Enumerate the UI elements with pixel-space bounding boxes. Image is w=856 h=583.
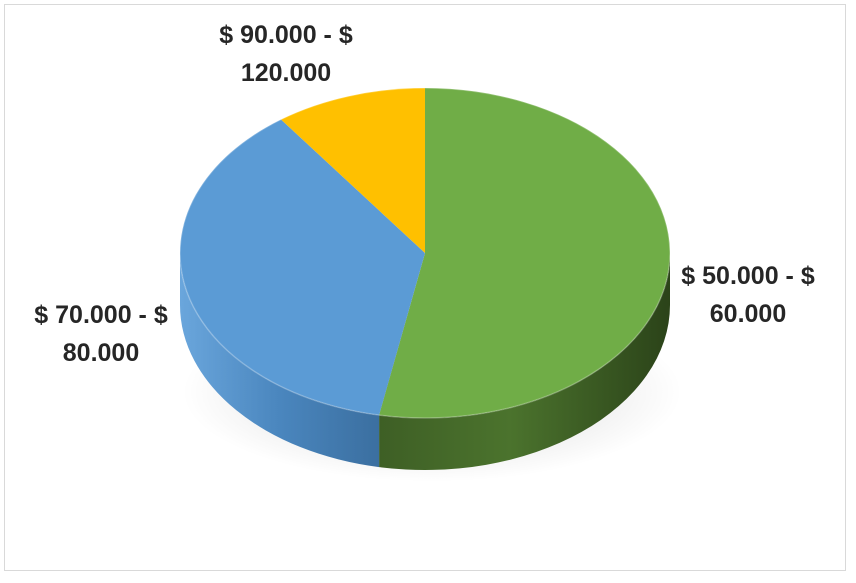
slice-90000-120000	[280, 88, 425, 253]
slice-label: $ 70.000 - $ 80.000	[34, 301, 168, 367]
pie-sides	[180, 253, 670, 470]
pie-labels: $ 50.000 - $ 60.000 $ 70.000 - $ 80.000 $ 90…	[34, 21, 815, 367]
slice-label-line2: 120.000	[241, 59, 331, 87]
slice-70000-80000-side	[180, 253, 380, 468]
pie-rim	[179, 87, 671, 419]
pie-tops	[179, 87, 671, 419]
slice-50000-60000-side	[379, 253, 670, 470]
slice-50000-60000	[379, 87, 670, 418]
slice-label: $ 90.000 - $ 120.000	[219, 21, 353, 87]
slice-label-line1: $ 50.000 - $	[681, 262, 815, 290]
slice-label: $ 50.000 - $ 60.000	[681, 262, 815, 328]
slice-label-line2: 80.000	[63, 339, 139, 367]
slice-label-line2: 60.000	[710, 300, 786, 328]
slice-label-line1: $ 90.000 - $	[219, 21, 353, 49]
slice-70000-80000	[180, 119, 425, 416]
slice-label-line1: $ 70.000 - $	[34, 301, 168, 329]
